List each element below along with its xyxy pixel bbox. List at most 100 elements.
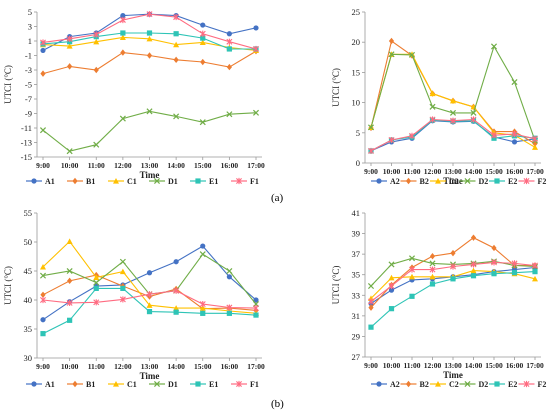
y-tick-label: 3 <box>28 22 32 32</box>
data-point-D1 <box>66 267 73 275</box>
legend-label: F1 <box>250 380 259 389</box>
data-point-F1 <box>93 31 100 38</box>
y-axis-title: UTCI (°C) <box>3 65 13 104</box>
legend-label: C2 <box>449 380 459 389</box>
series-E1 <box>40 285 259 337</box>
series-line-B2 <box>370 40 536 145</box>
data-point-B1 <box>226 63 232 71</box>
data-point-F2 <box>429 116 436 123</box>
data-point-D1 <box>39 272 47 279</box>
x-tick-label: 13:00 <box>141 161 159 170</box>
series-E2 <box>368 269 538 330</box>
legend-marker <box>435 381 441 387</box>
legend-label: A2 <box>390 177 400 186</box>
x-tick-label: 16:00 <box>221 362 239 371</box>
series-line-D2 <box>370 45 536 141</box>
legend-item-E2: E2 <box>489 380 517 389</box>
data-point-F2 <box>511 130 518 138</box>
data-point-E1 <box>226 46 232 52</box>
x-tick-label: 14:00 <box>465 167 483 176</box>
data-point-F1 <box>253 45 259 53</box>
data-point-E1 <box>253 312 259 318</box>
legend-marker <box>494 381 500 387</box>
x-tick-label: 9:00 <box>36 362 50 371</box>
y-tick-label: 39 <box>352 229 361 239</box>
y-tick-label: 33 <box>352 290 361 300</box>
data-point-F1 <box>119 16 126 24</box>
data-point-F1 <box>66 35 73 42</box>
legend-label: A1 <box>45 177 55 186</box>
x-tick-label: 15:00 <box>194 161 212 170</box>
data-point-A1 <box>40 47 46 54</box>
data-point-F2 <box>388 282 395 290</box>
legend-marker <box>195 381 201 387</box>
legend-marker <box>376 178 382 184</box>
legend-label: A1 <box>45 380 55 389</box>
y-tick-label: 5 <box>28 7 32 17</box>
data-point-E1 <box>93 285 99 291</box>
data-point-E1 <box>120 285 126 291</box>
legend-marker <box>494 178 500 184</box>
caption-a: (a) <box>271 192 284 204</box>
legend-marker <box>113 178 119 184</box>
data-point-D2 <box>408 255 416 262</box>
data-point-E2 <box>511 270 518 276</box>
data-point-D2 <box>511 79 518 86</box>
data-point-F2 <box>450 263 456 270</box>
legend-item-B2: B2 <box>400 177 429 186</box>
legend-marker <box>72 380 78 388</box>
y-tick-label: 55 <box>24 208 33 218</box>
y-tick-label: -1 <box>25 51 32 61</box>
legend-label: C1 <box>127 380 137 389</box>
data-point-F2 <box>409 132 415 139</box>
data-point-D2 <box>367 283 375 290</box>
y-tick-label: 29 <box>352 331 361 341</box>
x-tick-label: 17:00 <box>526 361 544 370</box>
y-tick-label: -7 <box>25 94 32 104</box>
data-point-F2 <box>450 117 456 124</box>
data-point-F1 <box>119 296 126 303</box>
data-point-E1 <box>120 30 126 36</box>
data-point-C1 <box>119 268 126 275</box>
data-point-D1 <box>119 115 126 122</box>
x-tick-label: 12:00 <box>114 161 132 170</box>
x-tick-label: 11:00 <box>88 362 105 371</box>
data-point-F1 <box>226 38 233 45</box>
x-axis-title: Time <box>443 370 463 380</box>
data-point-E2 <box>388 306 395 312</box>
data-point-E1 <box>173 309 179 315</box>
data-point-F1 <box>66 299 73 306</box>
data-point-F1 <box>93 299 100 306</box>
series-C1 <box>40 238 259 316</box>
x-tick-label: 13:00 <box>141 362 159 371</box>
y-tick-label: 31 <box>352 311 361 321</box>
y-tick-label: 15 <box>352 67 361 77</box>
legend-label: B1 <box>86 380 95 389</box>
y-tick-label: 35 <box>24 324 33 334</box>
data-point-C2 <box>532 144 538 150</box>
data-point-C1 <box>173 305 180 311</box>
data-point-F1 <box>40 39 46 46</box>
data-point-E1 <box>40 331 46 337</box>
data-point-D1 <box>66 148 73 155</box>
data-point-B1 <box>67 277 73 285</box>
legend-item-C1: C1 <box>108 380 137 389</box>
data-point-F2 <box>491 259 497 266</box>
legend-item-A1: A1 <box>26 177 55 186</box>
legend-marker <box>153 177 161 185</box>
series-F1 <box>40 11 259 53</box>
x-tick-label: 14:00 <box>167 161 185 170</box>
data-point-F1 <box>199 300 206 308</box>
chart-panel-3: 30 35 40 45 50 55 9:00 10:00 11:00 12:00 13:00 14:0… <box>3 208 265 389</box>
legend-label: D1 <box>168 177 178 186</box>
data-point-E2 <box>470 273 477 279</box>
data-point-F2 <box>470 261 477 268</box>
data-point-B1 <box>40 70 46 77</box>
data-point-D2 <box>449 109 457 116</box>
data-point-C2 <box>532 275 538 282</box>
data-point-D2 <box>388 51 395 58</box>
legend-marker <box>464 380 471 388</box>
data-point-C1 <box>93 38 100 45</box>
